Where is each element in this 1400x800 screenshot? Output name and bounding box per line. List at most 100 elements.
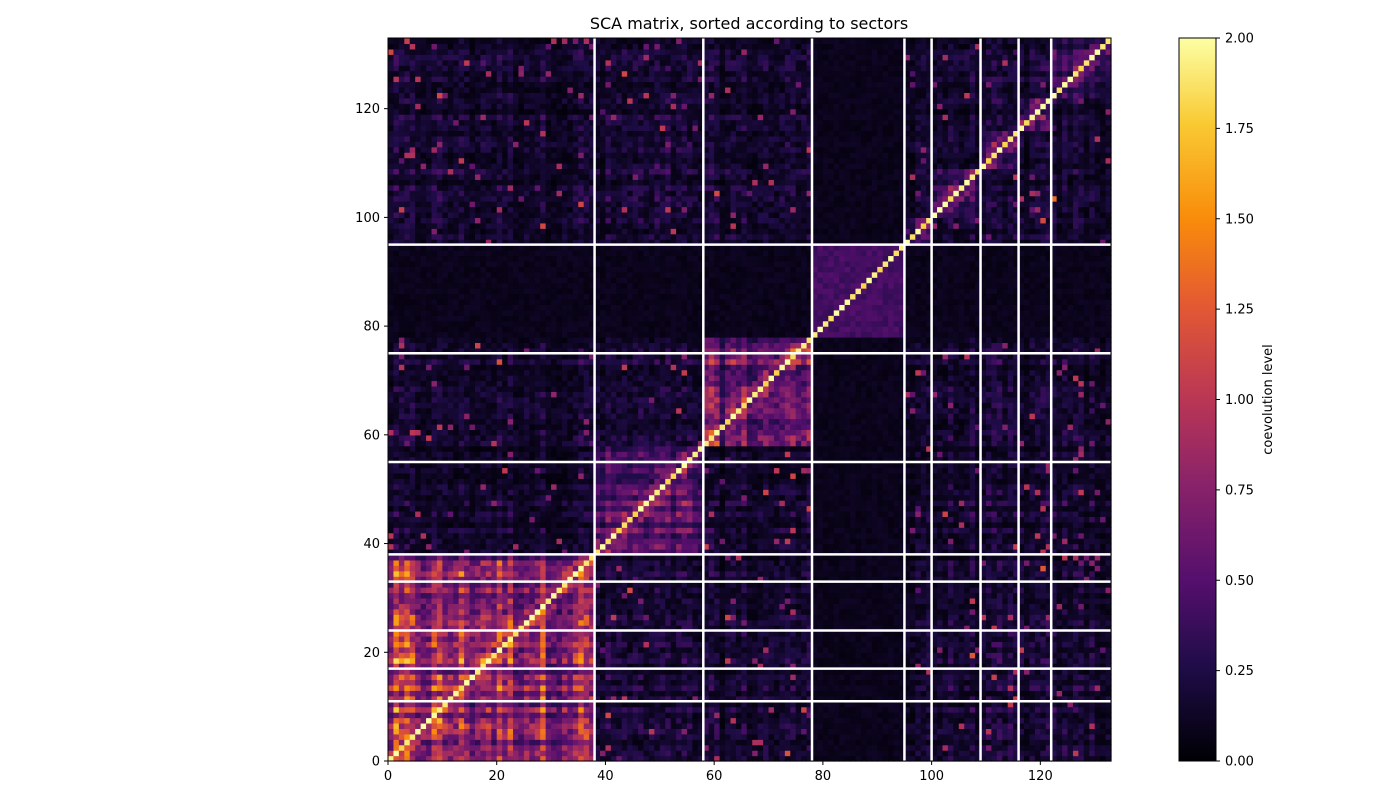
heatmap-cell (752, 744, 759, 751)
heatmap-cell (1002, 679, 1009, 686)
heatmap-cell (1018, 679, 1025, 686)
heatmap-cell (735, 619, 742, 626)
heatmap-cell (529, 565, 536, 572)
heatmap-cell (1056, 587, 1063, 594)
heatmap-cell (409, 684, 416, 691)
heatmap-cell (610, 717, 617, 724)
heatmap-cell (719, 625, 726, 632)
heatmap-cell (1089, 728, 1096, 735)
heatmap-cell (763, 728, 770, 735)
heatmap-cell (1002, 614, 1009, 621)
heatmap-cell (1034, 619, 1041, 626)
heatmap-cell (708, 750, 715, 757)
heatmap-cell (985, 597, 993, 604)
heatmap-cell (969, 603, 976, 610)
heatmap-cell (1045, 657, 1052, 664)
heatmap-cell (1067, 684, 1074, 691)
heatmap-cell (1007, 722, 1014, 729)
heatmap-cell (393, 684, 400, 691)
heatmap-cell (1040, 733, 1047, 740)
heatmap-cell (431, 674, 438, 681)
heatmap-cell (600, 576, 607, 583)
heatmap-cell (991, 565, 998, 572)
heatmap-cell (388, 597, 395, 604)
heatmap-cell (648, 706, 655, 713)
heatmap-cell (784, 554, 791, 561)
heatmap-cell (725, 744, 732, 751)
heatmap-cell (822, 733, 829, 740)
heatmap-cell (1018, 592, 1025, 599)
heatmap-cell (779, 690, 786, 697)
heatmap-cell (474, 565, 482, 572)
heatmap-cell (909, 750, 916, 757)
heatmap-cell (676, 663, 683, 670)
heatmap-cell (670, 739, 677, 746)
heatmap-cell (409, 739, 416, 746)
heatmap-cell (893, 712, 900, 719)
heatmap-cell (1062, 674, 1069, 681)
heatmap-cell (529, 587, 536, 594)
heatmap-cell (1040, 619, 1047, 626)
heatmap-cell (850, 587, 857, 594)
heatmap-cell (1078, 690, 1085, 697)
heatmap-cell (898, 668, 906, 675)
heatmap-cell (953, 625, 960, 632)
heatmap-cell (735, 565, 742, 572)
heatmap-cell (420, 587, 427, 594)
heatmap-cell (730, 701, 737, 708)
heatmap-cell (882, 690, 889, 697)
heatmap-cell (801, 663, 808, 670)
heatmap-cell (697, 592, 704, 599)
heatmap-cell (523, 646, 530, 653)
heatmap-cell (741, 587, 748, 594)
heatmap-cell (600, 619, 607, 626)
heatmap-cell (1083, 690, 1090, 697)
heatmap-cell (953, 733, 960, 740)
heatmap-cell (969, 722, 976, 729)
heatmap-cell (648, 690, 655, 697)
heatmap-cell (877, 722, 884, 729)
heatmap-cell (839, 597, 846, 604)
heatmap-cell (714, 695, 721, 702)
heatmap-cell (708, 657, 715, 664)
heatmap-cell (871, 733, 878, 740)
heatmap-cell (627, 652, 634, 659)
heatmap-cell (1034, 614, 1041, 621)
heatmap-cell (621, 570, 628, 577)
heatmap-cell (839, 630, 846, 637)
heatmap-cell (491, 614, 498, 621)
heatmap-cell (806, 592, 813, 599)
heatmap-cell (686, 739, 694, 746)
heatmap-cell (768, 739, 775, 746)
heatmap-cell (1094, 581, 1101, 588)
heatmap-cell (1105, 674, 1112, 681)
heatmap-cell (937, 630, 944, 637)
heatmap-cell (741, 592, 748, 599)
heatmap-cell (697, 646, 704, 653)
heatmap-cell (616, 679, 623, 686)
heatmap-cell (958, 750, 965, 757)
heatmap-cell (1029, 619, 1036, 626)
heatmap-cell (1018, 570, 1025, 577)
heatmap-cell (1078, 652, 1085, 659)
heatmap-cell (953, 581, 960, 588)
heatmap-cell (594, 641, 601, 648)
heatmap-cell (947, 684, 954, 691)
heatmap-cell (643, 750, 650, 757)
heatmap-cell (676, 668, 683, 675)
heatmap-cell (806, 652, 813, 659)
heatmap-cell (480, 619, 487, 626)
heatmap-cell (523, 554, 530, 561)
heatmap-cell (703, 614, 710, 621)
heatmap-cell (540, 581, 547, 588)
heatmap-cell (1034, 565, 1041, 572)
heatmap-cell (985, 592, 993, 599)
heatmap-cell (746, 565, 753, 572)
heatmap-cell (567, 733, 574, 740)
heatmap-cell (1029, 587, 1036, 594)
heatmap-cell (719, 570, 726, 577)
heatmap-cell (1007, 674, 1014, 681)
heatmap-cell (442, 722, 449, 729)
heatmap-cell (431, 619, 438, 626)
